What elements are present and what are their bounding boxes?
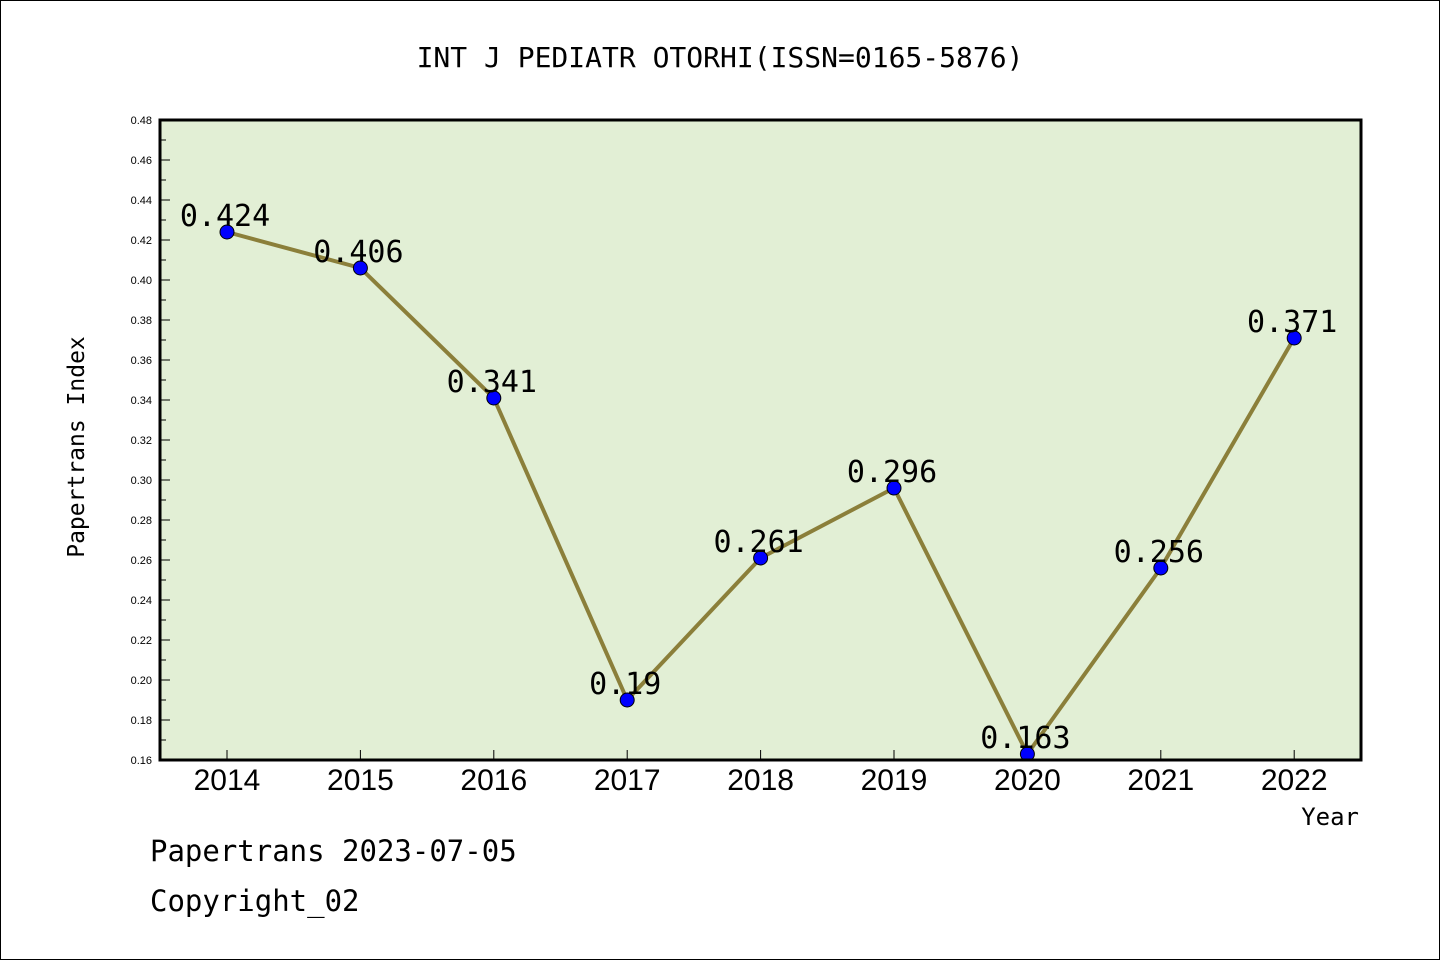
data-point [486, 390, 502, 406]
data-label: 0.296 [847, 455, 937, 490]
data-point [219, 224, 235, 240]
y-tick-label: 0.38 [131, 315, 152, 327]
data-label: 0.424 [180, 199, 270, 234]
y-tick-label: 0.18 [131, 715, 152, 727]
x-tick-label: 2020 [994, 764, 1061, 797]
y-tick-label: 0.40 [131, 275, 152, 287]
data-label: 0.261 [713, 525, 803, 560]
x-tick-label: 2022 [1261, 764, 1328, 797]
x-tick-label: 2016 [460, 764, 527, 797]
y-tick-label: 0.34 [131, 395, 152, 407]
data-point [753, 550, 769, 566]
y-tick-label: 0.26 [131, 555, 152, 567]
y-tick-label: 0.42 [131, 235, 152, 247]
data-label: 0.371 [1247, 305, 1337, 340]
data-labels: 0.424 0.406 0.341 0.19 0.261 0.296 0.163 0.256 0… [180, 199, 1338, 756]
data-label: 0.341 [447, 365, 537, 400]
x-tick-label: 2017 [594, 764, 661, 797]
y-tick-label: 0.48 [131, 115, 152, 127]
series-markers [219, 224, 1302, 762]
y-tick-label: 0.32 [131, 435, 152, 447]
y-tick-label: 0.22 [131, 635, 152, 647]
footer-date-text: Papertrans 2023-07-05 [150, 834, 517, 868]
data-label: 0.163 [980, 721, 1070, 756]
y-tick-label: 0.16 [131, 755, 152, 767]
plot-border [158, 118, 1363, 762]
data-label: 0.406 [313, 235, 403, 270]
y-tick-label: 0.20 [131, 675, 152, 687]
y-tick-label: 0.28 [131, 515, 152, 527]
data-point [352, 260, 368, 276]
x-tick-label: 2019 [861, 764, 928, 797]
x-axis: 2014 2015 2016 2017 2018 2019 2020 2021 2022 [194, 750, 1328, 797]
data-point [1153, 560, 1169, 576]
x-tick-label: 2014 [194, 764, 261, 797]
data-point [619, 692, 635, 708]
y-tick-label: 0.44 [131, 195, 152, 207]
y-tick-label: 0.46 [131, 155, 152, 167]
x-tick-label: 2015 [327, 764, 394, 797]
x-tick-label: 2018 [727, 764, 794, 797]
y-tick-label: 0.24 [131, 595, 152, 607]
footer-copyright-text: Copyright_02 [150, 884, 360, 918]
data-label: 0.256 [1114, 535, 1204, 570]
y-tick-label: 0.30 [131, 475, 152, 487]
data-point [886, 480, 902, 496]
plot-area [160, 120, 1361, 760]
data-label: 0.19 [589, 667, 661, 702]
chart-title: INT J PEDIATR OTORHI(ISSN=0165-5876) [417, 41, 1024, 74]
y-tick-label: 0.36 [131, 355, 152, 367]
y-axis: 0.16 0.18 0.20 0.22 0.24 0.26 0.28 0.30 0.32 0.34… [131, 115, 170, 767]
y-axis-label: Papertrans Index [64, 336, 90, 558]
x-axis-label: Year [1301, 803, 1359, 831]
data-point [1286, 330, 1302, 346]
x-tick-label: 2021 [1127, 764, 1194, 797]
